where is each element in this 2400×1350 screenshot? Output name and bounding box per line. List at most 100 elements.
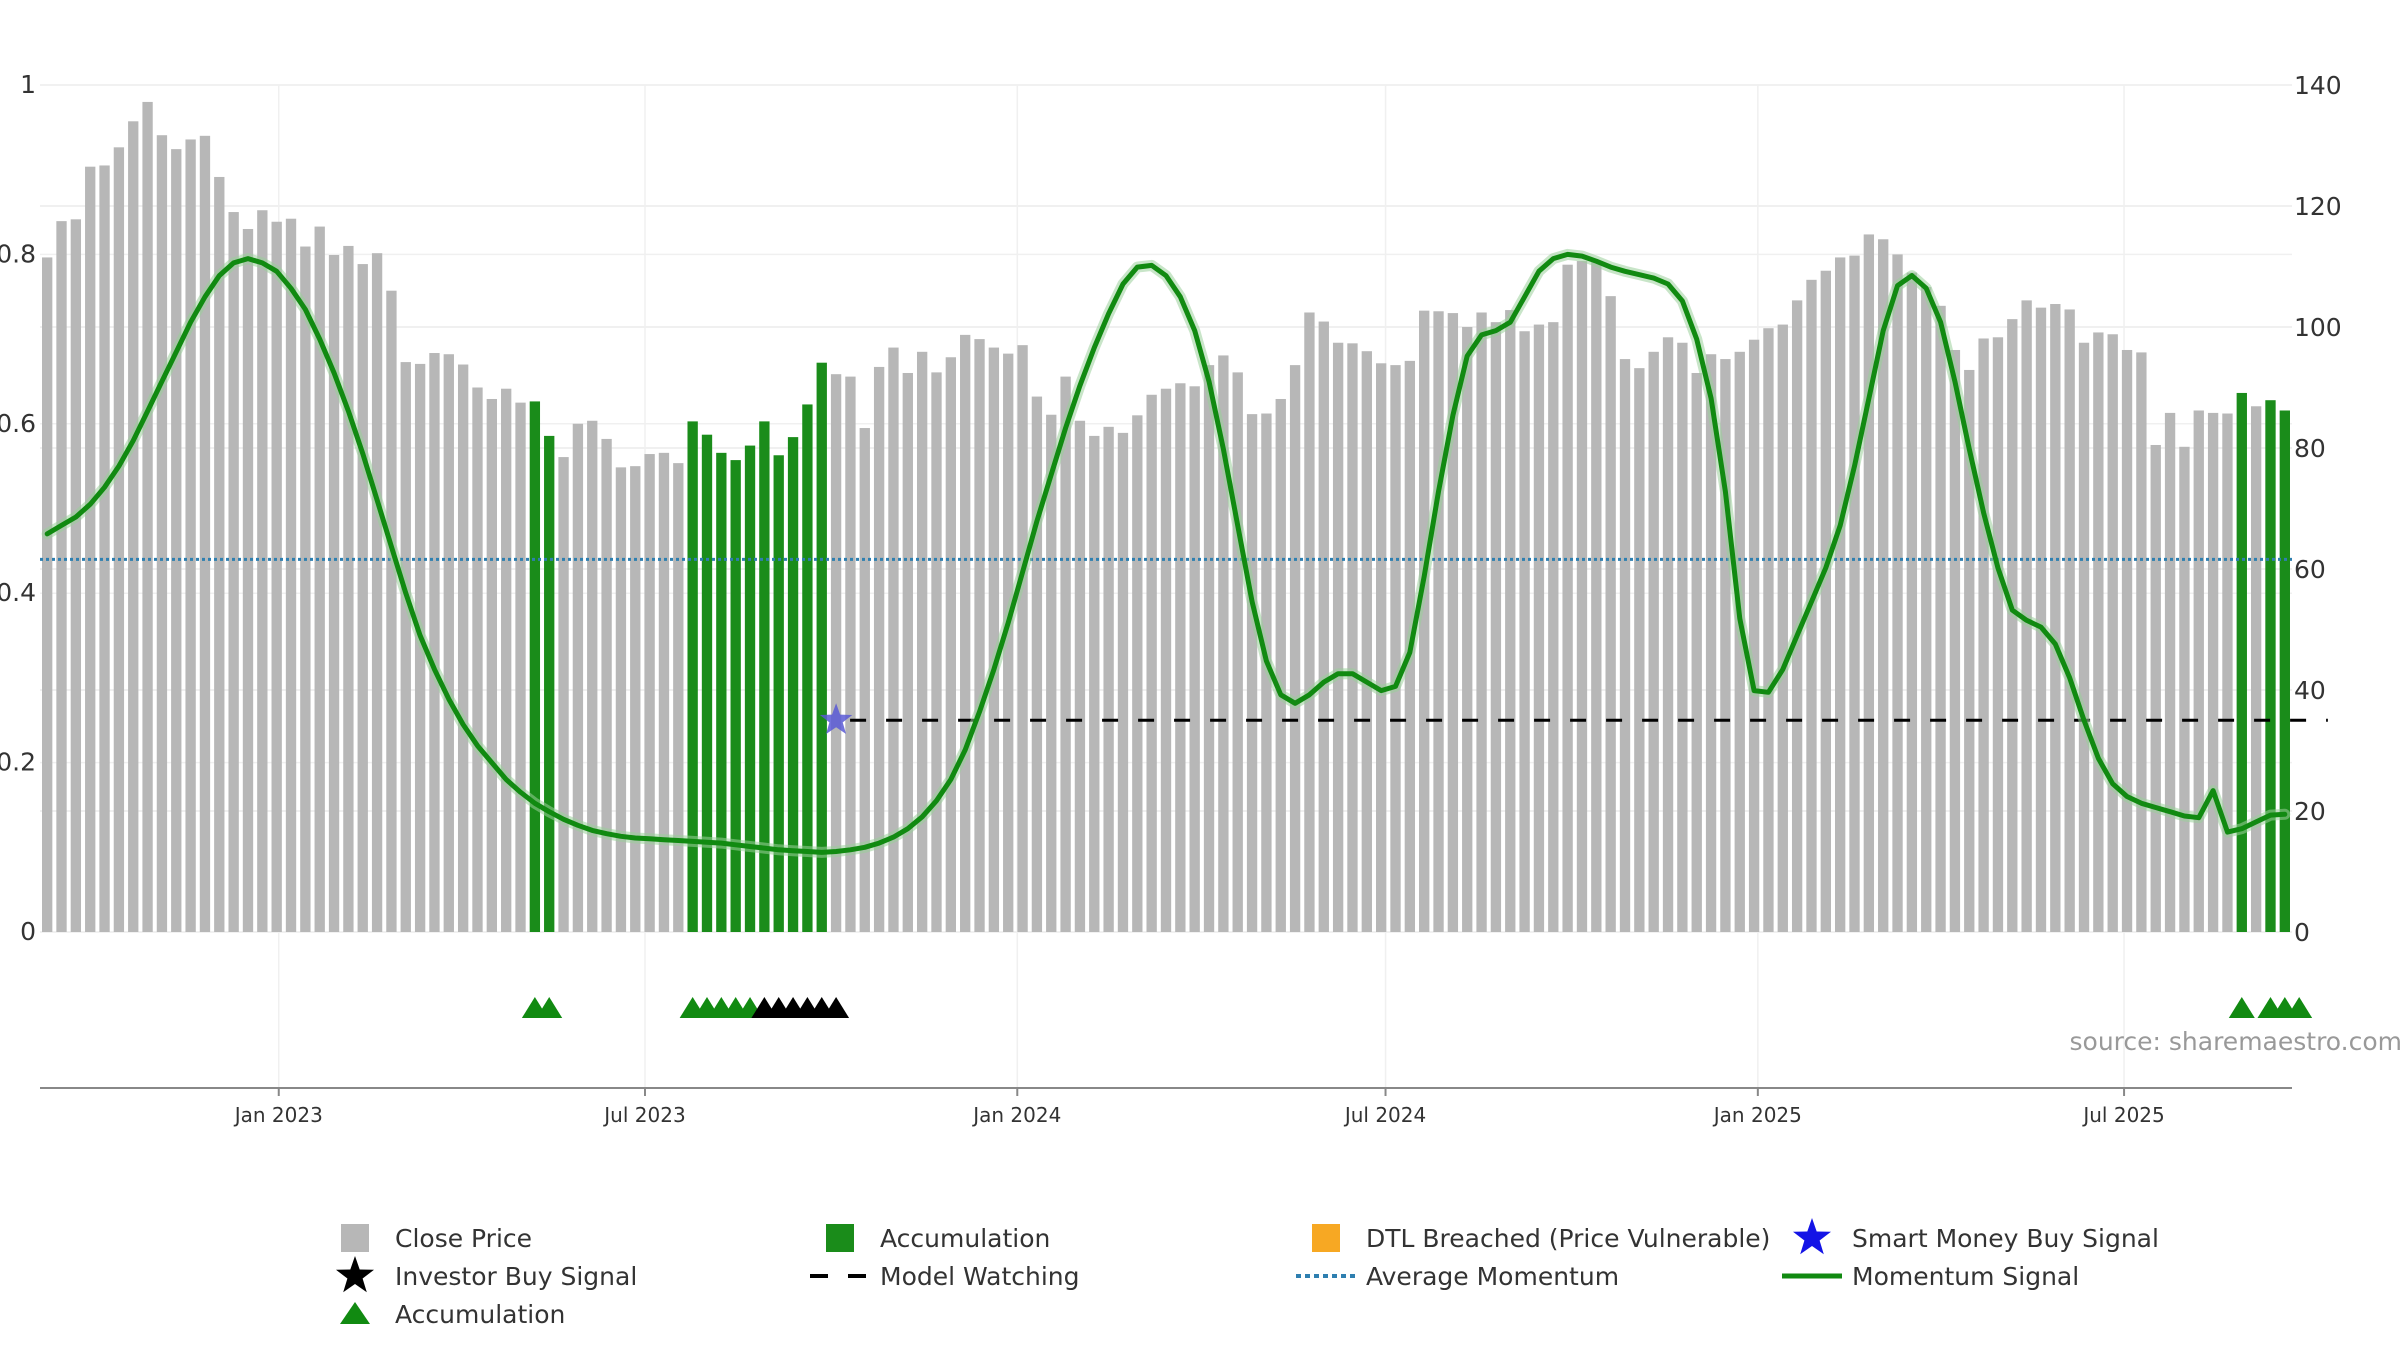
close-price-bar	[1634, 368, 1645, 932]
x-tick-label: Jul 2024	[1343, 1103, 1426, 1127]
close-price-bar	[443, 354, 454, 933]
close-price-bar	[1332, 342, 1344, 933]
close-price-bar	[371, 253, 383, 932]
legend-label: Model Watching	[880, 1262, 1080, 1291]
close-price-bar	[587, 420, 598, 932]
close-price-bar	[2064, 309, 2075, 933]
close-price-bar	[1031, 396, 1043, 932]
close-price-bar	[486, 398, 497, 932]
close-price-bar	[1347, 343, 1358, 933]
close-price-bar	[1691, 372, 1702, 933]
close-price-bar	[960, 334, 971, 932]
close-price-bar	[2164, 412, 2176, 932]
legend-item: DTL Breached (Price Vulnerable)	[1312, 1224, 1770, 1253]
close-price-bar	[1390, 365, 1401, 932]
close-price-bar	[1562, 264, 1573, 932]
close-price-bar	[1619, 359, 1631, 932]
close-price-bar	[931, 372, 942, 932]
legend-item: Model Watching	[810, 1262, 1080, 1291]
close-price-bar	[916, 351, 928, 932]
legend-label: DTL Breached (Price Vulnerable)	[1366, 1224, 1770, 1253]
close-price-bars	[42, 101, 2290, 933]
investor-buy-marker	[823, 997, 850, 1018]
close-price-bar	[1820, 270, 1831, 932]
close-price-bar	[2193, 410, 2204, 932]
legend-swatch-square	[341, 1224, 369, 1252]
close-price-bar	[615, 467, 627, 932]
close-price-bar	[171, 149, 182, 932]
close-price-bar	[314, 226, 325, 932]
close-price-bar	[902, 372, 913, 933]
x-tick-label: Jan 2023	[233, 1103, 323, 1127]
left-axis: 0 0.2 0.4 0.6 0.8 1	[0, 70, 36, 946]
right-tick-label: 0	[2294, 918, 2310, 947]
legend: Close Price Investor Buy Signal Accumulati…	[336, 1218, 2159, 1329]
smart-money-signals	[819, 703, 853, 734]
legend-label: Momentum Signal	[1852, 1262, 2079, 1291]
close-price-bar	[1490, 322, 1502, 932]
legend-item: Accumulation	[340, 1300, 565, 1329]
close-price-bar	[1103, 426, 1114, 932]
accumulation-bar	[816, 362, 827, 932]
close-price-bar	[501, 388, 512, 933]
close-price-bar	[974, 339, 985, 933]
close-price-bar	[1117, 432, 1129, 932]
close-price-bar	[2093, 332, 2104, 932]
right-axis: 0 20 40 60 80 100 120 140	[2294, 71, 2342, 947]
x-axis: Jan 2023 Jul 2023 Jan 2024 Jul 2024 Jan 2025…	[233, 1088, 2165, 1127]
close-price-bar	[1576, 261, 1588, 932]
close-price-bar	[386, 290, 397, 932]
close-price-bar	[1003, 353, 1014, 932]
close-price-bar	[1849, 255, 1860, 933]
close-price-bar	[1232, 372, 1243, 932]
accumulation-triangle	[2228, 997, 2255, 1018]
close-price-bar	[558, 457, 569, 932]
close-price-bar	[1763, 328, 1774, 933]
x-tick-label: Jul 2023	[602, 1103, 685, 1127]
right-tick-label: 120	[2294, 192, 2342, 221]
close-price-bar	[673, 463, 684, 932]
legend-label: Accumulation	[395, 1300, 565, 1329]
right-tick-label: 100	[2294, 313, 2342, 342]
close-price-bar	[830, 374, 842, 932]
close-price-bar	[70, 219, 82, 932]
x-tick-label: Jan 2025	[1712, 1103, 1802, 1127]
close-price-bar	[113, 147, 125, 932]
close-price-bar	[214, 176, 225, 932]
close-price-bar	[1289, 365, 1301, 932]
close-price-bar	[1189, 386, 1200, 932]
close-price-bar	[99, 165, 110, 933]
accumulation-bar	[716, 452, 727, 932]
accumulation-bar	[2279, 410, 2290, 932]
close-price-bar	[1519, 331, 1530, 932]
close-price-bar	[2107, 334, 2118, 932]
close-price-bar	[1648, 351, 1659, 932]
close-price-bar	[1978, 338, 1989, 932]
close-price-bar	[1791, 300, 1803, 932]
close-price-bar	[185, 139, 196, 932]
close-price-bar	[644, 454, 655, 932]
close-price-bar	[2136, 352, 2147, 932]
left-tick-label: 0.2	[0, 748, 36, 777]
close-price-bar	[1605, 296, 1616, 932]
close-price-bar	[1160, 388, 1172, 933]
legend-item: Average Momentum	[1296, 1262, 1619, 1291]
accumulation-bar	[802, 404, 813, 932]
right-tick-label: 80	[2294, 434, 2326, 463]
close-price-bar	[472, 387, 483, 932]
close-price-bar	[1505, 310, 1516, 932]
close-price-bar	[1275, 398, 1286, 932]
legend-swatch-square	[1312, 1224, 1340, 1252]
left-tick-label: 0.8	[0, 239, 36, 268]
close-price-bar	[1433, 311, 1444, 932]
close-price-bar	[1203, 365, 1215, 932]
close-price-bar	[1878, 239, 1889, 932]
right-tick-label: 140	[2294, 71, 2342, 100]
close-price-bar	[1175, 383, 1186, 932]
accumulation-bar	[787, 437, 799, 932]
close-price-bar	[2250, 406, 2262, 932]
smart-money-star	[819, 703, 853, 734]
close-price-bar	[888, 347, 899, 932]
close-price-bar	[1964, 369, 1975, 933]
close-price-bar	[2121, 349, 2133, 932]
